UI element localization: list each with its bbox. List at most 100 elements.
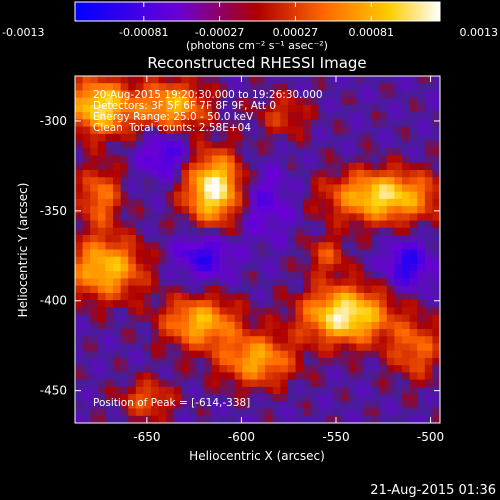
image-pixel [82, 206, 91, 214]
image-pixel [379, 256, 388, 265]
image-pixel [211, 184, 221, 193]
image-pixel [409, 177, 418, 186]
image-pixel [143, 408, 152, 417]
image-pixel [113, 343, 122, 352]
image-pixel [181, 256, 190, 265]
image-pixel [265, 126, 274, 135]
image-pixel [120, 235, 129, 243]
image-pixel [234, 285, 243, 294]
image-pixel [325, 336, 335, 345]
image-pixel [417, 191, 426, 200]
image-pixel [432, 321, 440, 330]
image-pixel [409, 336, 418, 345]
image-pixel [432, 300, 440, 308]
image-pixel [356, 307, 365, 316]
image-pixel [82, 307, 91, 316]
image-pixel [417, 112, 426, 120]
image-pixel [105, 119, 114, 128]
image-pixel [257, 169, 266, 178]
image-pixel [356, 83, 365, 92]
image-pixel [204, 350, 213, 359]
image-pixel [211, 401, 221, 410]
image-pixel [417, 357, 426, 366]
image-pixel [401, 271, 411, 280]
image-pixel [135, 119, 145, 128]
image-pixel [189, 162, 198, 171]
image-pixel [409, 386, 418, 395]
image-pixel [211, 263, 221, 272]
annotation-energy-range: Energy Range: 25.0 - 50.0 keV [93, 111, 254, 123]
image-pixel [181, 357, 190, 366]
image-pixel [105, 285, 114, 294]
image-pixel [287, 162, 297, 171]
image-pixel [227, 321, 236, 330]
image-pixel [166, 256, 175, 265]
image-pixel [409, 119, 418, 128]
image-pixel [151, 242, 160, 251]
image-pixel [386, 278, 395, 287]
image-pixel [295, 76, 304, 84]
image-pixel [105, 198, 114, 207]
image-pixel [280, 235, 289, 243]
image-pixel [97, 350, 107, 359]
image-pixel [219, 321, 228, 330]
image-pixel [211, 191, 221, 200]
image-pixel [409, 365, 418, 373]
image-pixel [189, 249, 198, 258]
image-pixel [234, 76, 243, 84]
image-pixel [318, 336, 327, 345]
image-pixel [181, 401, 190, 410]
image-pixel [265, 133, 274, 142]
image-pixel [371, 227, 380, 236]
image-pixel [325, 162, 335, 171]
image-pixel [272, 314, 281, 323]
image-pixel [105, 83, 114, 92]
image-pixel [90, 379, 99, 388]
image-pixel [135, 379, 145, 388]
image-pixel [75, 133, 84, 142]
image-pixel [219, 263, 228, 272]
image-pixel [105, 365, 114, 373]
image-pixel [280, 126, 289, 135]
image-pixel [394, 169, 403, 178]
image-pixel [386, 329, 395, 337]
image-pixel [303, 256, 312, 265]
image-pixel [75, 329, 84, 337]
image-pixel [265, 401, 274, 410]
image-pixel [401, 314, 411, 323]
image-pixel [394, 336, 403, 345]
image-pixel [371, 155, 380, 164]
image-pixel [379, 191, 388, 200]
image-pixel [196, 104, 205, 113]
image-pixel [189, 184, 198, 193]
image-pixel [97, 271, 107, 280]
image-pixel [310, 83, 319, 92]
image-pixel [196, 329, 205, 337]
image-pixel [128, 133, 137, 142]
image-pixel [158, 394, 167, 402]
image-pixel [189, 263, 198, 272]
image-pixel [356, 133, 365, 142]
image-pixel [371, 263, 380, 272]
image-pixel [75, 97, 84, 106]
image-pixel [318, 401, 327, 410]
image-pixel [196, 401, 205, 410]
image-pixel [173, 155, 183, 164]
image-pixel [287, 350, 297, 359]
image-pixel [158, 314, 167, 323]
image-pixel [82, 198, 91, 207]
image-pixel [173, 336, 183, 345]
image-pixel [325, 394, 335, 402]
image-pixel [242, 415, 251, 423]
image-pixel [158, 386, 167, 395]
image-pixel [234, 249, 243, 258]
image-pixel [257, 365, 266, 373]
image-pixel [409, 191, 418, 200]
image-pixel [242, 401, 251, 410]
image-pixel [325, 329, 335, 337]
image-pixel [249, 256, 259, 265]
image-pixel [97, 169, 107, 178]
image-pixel [386, 169, 395, 178]
image-pixel [280, 394, 289, 402]
image-pixel [75, 336, 84, 345]
